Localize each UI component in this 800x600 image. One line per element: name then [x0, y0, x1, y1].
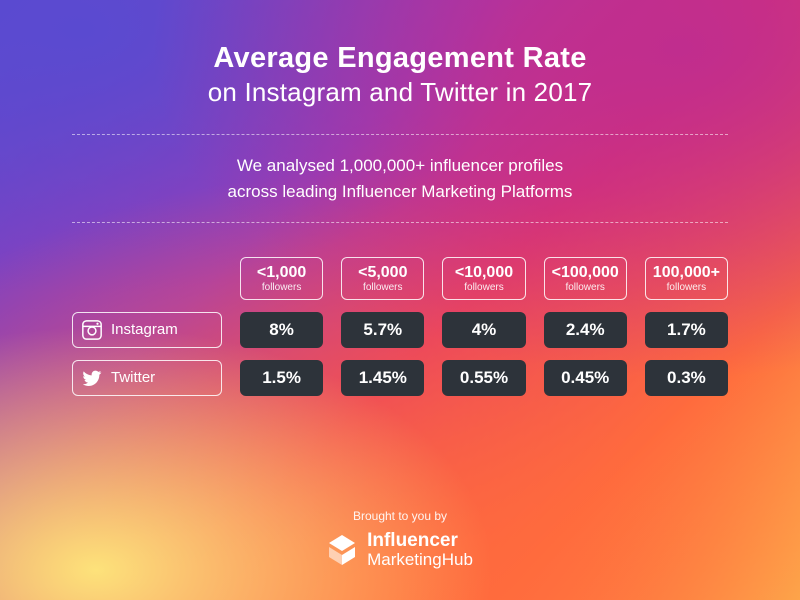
platform-label: Twitter	[111, 369, 155, 386]
brand-text: Influencer MarketingHub	[367, 531, 473, 569]
cell: 5.7%	[341, 312, 424, 348]
instagram-icon	[81, 319, 103, 341]
cell: 2.4%	[544, 312, 627, 348]
cell: 0.55%	[442, 360, 525, 396]
col-header: 100,000+ followers	[645, 257, 728, 300]
engagement-table: <1,000 followers <5,000 followers <10,00…	[72, 257, 728, 396]
col-sub: followers	[342, 282, 423, 294]
cell: 4%	[442, 312, 525, 348]
col-sub: followers	[241, 282, 322, 294]
brand: Influencer MarketingHub	[327, 531, 473, 569]
title-block: Average Engagement Rate on Instagram and…	[72, 42, 728, 108]
platform-instagram: Instagram	[72, 312, 222, 348]
cell: 1.5%	[240, 360, 323, 396]
table-row: Instagram 8% 5.7% 4% 2.4% 1.7%	[72, 312, 728, 348]
col-header: <5,000 followers	[341, 257, 424, 300]
col-sub: followers	[545, 282, 626, 294]
col-main: <1,000	[241, 264, 322, 282]
cell: 1.45%	[341, 360, 424, 396]
header-row: <1,000 followers <5,000 followers <10,00…	[72, 257, 728, 300]
subtext: We analysed 1,000,000+ influencer profil…	[72, 135, 728, 222]
cell: 0.45%	[544, 360, 627, 396]
subtext-line1: We analysed 1,000,000+ influencer profil…	[237, 156, 563, 175]
col-main: <10,000	[443, 264, 524, 282]
col-main: 100,000+	[646, 264, 727, 282]
col-sub: followers	[443, 282, 524, 294]
divider-bottom	[72, 222, 728, 223]
table-row: Twitter 1.5% 1.45% 0.55% 0.45% 0.3%	[72, 360, 728, 396]
cell: 8%	[240, 312, 323, 348]
platform-label: Instagram	[111, 321, 178, 338]
platform-twitter: Twitter	[72, 360, 222, 396]
infographic: Average Engagement Rate on Instagram and…	[0, 0, 800, 600]
brand-logo-icon	[327, 533, 357, 567]
title-line2: on Instagram and Twitter in 2017	[72, 77, 728, 108]
subtext-line2: across leading Influencer Marketing Plat…	[228, 182, 573, 201]
cell: 1.7%	[645, 312, 728, 348]
cell: 0.3%	[645, 360, 728, 396]
twitter-icon	[81, 367, 103, 389]
col-sub: followers	[646, 282, 727, 294]
col-header: <1,000 followers	[240, 257, 323, 300]
col-main: <100,000	[545, 264, 626, 282]
col-header: <10,000 followers	[442, 257, 525, 300]
footer: Brought to you by Influencer MarketingHu…	[72, 483, 728, 572]
brand-line2: MarketingHub	[367, 551, 473, 569]
col-header: <100,000 followers	[544, 257, 627, 300]
title-line1: Average Engagement Rate	[72, 42, 728, 75]
col-main: <5,000	[342, 264, 423, 282]
brand-line1: Influencer	[367, 531, 473, 551]
brought-by: Brought to you by	[72, 509, 728, 523]
